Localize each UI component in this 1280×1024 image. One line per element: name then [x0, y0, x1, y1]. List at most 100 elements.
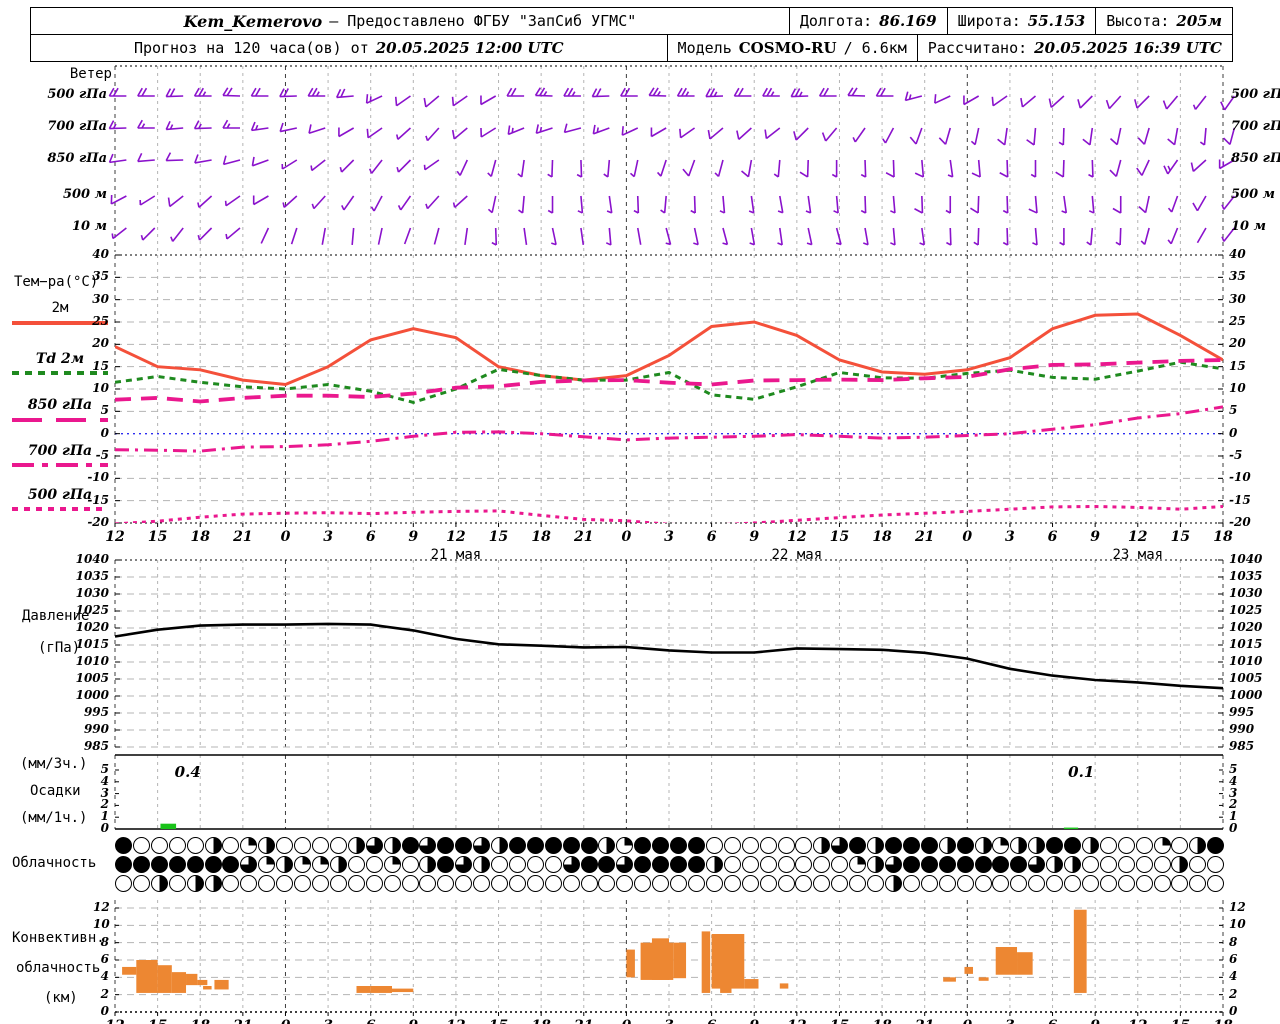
cloud-cover-symbol [186, 875, 204, 892]
x-axis-hour-label-bottom: 15 [148, 1018, 167, 1024]
pressure-axis-tick-left: 985 [83, 739, 109, 753]
cloud-cover-symbol [419, 875, 437, 892]
precip-axis-tick-right: 3 [1229, 785, 1238, 800]
header-separator [1095, 8, 1097, 34]
altitude-value: 205м [1176, 12, 1222, 30]
x-axis-hour-label-bottom: 0 [281, 1018, 291, 1024]
cloud-cover-symbol [329, 837, 347, 854]
cloud-cover-symbol [580, 875, 598, 892]
cloud-cover-symbol [526, 856, 544, 873]
conv-title-3: (км) [44, 990, 78, 1006]
cloud-cover-symbol [1189, 875, 1207, 892]
pressure-axis-tick-right: 985 [1229, 739, 1255, 753]
x-axis-hour-label: 9 [408, 529, 419, 545]
cloud-cover-symbol [258, 856, 276, 873]
x-axis-hour-label-bottom: 0 [962, 1018, 972, 1024]
x-axis-hour-label-bottom: 12 [1128, 1018, 1147, 1024]
x-axis-hour-label-bottom: 3 [664, 1018, 674, 1024]
x-axis-hour-label: 18 [190, 529, 210, 545]
cloud-cover-symbol [276, 875, 294, 892]
cloud-cover-symbol [974, 837, 992, 854]
x-axis-hour-label: 15 [147, 529, 168, 545]
x-axis-hour-label-bottom: 9 [1090, 1018, 1100, 1024]
temp-axis-tick-right: 15 [1229, 358, 1246, 373]
x-axis-hour-label: 18 [531, 529, 551, 545]
cloud-cover-symbol [437, 837, 455, 854]
temp-axis-tick-left: 0 [100, 425, 109, 440]
cloud-cover-symbol [938, 856, 956, 873]
cloud-cover-symbol [1153, 856, 1171, 873]
x-axis-hour-label-bottom: 15 [1171, 1018, 1190, 1024]
header-separator [916, 35, 918, 61]
longitude-value: 86.169 [879, 12, 937, 30]
cloud-cover-symbol [884, 856, 902, 873]
conv-axis-tick-left: 10 [93, 917, 110, 932]
temp-axis-tick-right: 10 [1229, 381, 1246, 395]
temp-axis-tick-left: 35 [92, 269, 109, 284]
cloud-cover-symbol [741, 875, 759, 892]
temp-axis-tick-right: 20 [1229, 336, 1246, 351]
cloud-cover-symbol [491, 837, 509, 854]
x-axis-hour-label-bottom: 15 [830, 1018, 849, 1024]
cloud-panel-title: Облачность [12, 855, 97, 871]
cloud-row-3 [115, 875, 1225, 892]
temp-panel-title: Тем−ра(°C) [14, 274, 99, 290]
cloud-cover-symbol [992, 856, 1010, 873]
station-name: Kem_Kemerovo [183, 11, 323, 31]
pressure-axis-tick-right: 1000 [1229, 688, 1263, 702]
pressure-axis-tick-left: 990 [83, 722, 109, 736]
cloud-cover-symbol [311, 875, 329, 892]
conv-axis-tick-right: 4 [1229, 969, 1238, 984]
pressure-axis-tick-left: 1030 [75, 586, 109, 600]
cloud-cover-symbol [437, 856, 455, 873]
pressure-axis-tick-left: 995 [83, 705, 109, 719]
day-label: 22 мая [771, 547, 823, 563]
cloud-cover-symbol [276, 837, 294, 854]
cloud-cover-symbol [1117, 875, 1135, 892]
temp-axis-tick-left: 20 [92, 336, 109, 351]
cloud-cover-symbol [974, 875, 992, 892]
conv-axis-tick-right: 0 [1229, 1004, 1238, 1018]
cloud-cover-symbol [544, 875, 562, 892]
legend-label-t850: 850 гПа [27, 397, 93, 413]
x-axis-hour-label-bottom: 21 [574, 1018, 593, 1024]
conv-axis-tick-left: 0 [100, 1004, 109, 1018]
cloud-cover-symbol [705, 837, 723, 854]
x-axis-hour-label-bottom: 12 [787, 1018, 806, 1024]
cloud-cover-symbol [1099, 875, 1117, 892]
legend-line-t850 [12, 418, 108, 422]
cloud-cover-symbol [634, 875, 652, 892]
cloud-cover-symbol [115, 875, 132, 892]
x-axis-hour-label-bottom: 18 [1213, 1018, 1232, 1024]
cloud-cover-symbol [1171, 856, 1189, 873]
cloud-cover-symbol [1046, 856, 1064, 873]
cloud-cover-symbol [992, 837, 1010, 854]
cloud-cover-symbol [688, 837, 705, 854]
cloud-cover-symbol [222, 856, 240, 873]
pressure-axis-tick-right: 1025 [1229, 603, 1263, 617]
cloud-cover-symbol [902, 837, 920, 854]
day-label: 23 мая [1112, 547, 1164, 563]
cloud-row-1 [115, 837, 1225, 854]
temp-axis-tick-left: 25 [92, 314, 109, 328]
cloud-cover-symbol [723, 837, 741, 854]
precip-axis-tick-right: 0 [1229, 821, 1238, 835]
calc-label: Рассчитано: [927, 39, 1028, 57]
cloud-cover-symbol [1099, 837, 1117, 854]
cloud-cover-symbol [652, 856, 670, 873]
x-axis-hour-label-bottom: 18 [531, 1018, 550, 1024]
cloud-cover-symbol [204, 856, 222, 873]
station-cell: Kem_Kemerovo — Предоставлено ФГБУ "ЗапСи… [31, 12, 789, 31]
legend-label-t700: 700 гПа [27, 443, 93, 459]
altitude-cell: Высота: 205м [1096, 12, 1232, 30]
x-axis-hour-label-bottom: 6 [1048, 1018, 1058, 1024]
model-label: Модель [677, 39, 732, 57]
cloud-cover-symbol [115, 837, 132, 854]
x-axis-hour-label-bottom: 18 [872, 1018, 891, 1024]
cloud-cover-symbol [795, 837, 813, 854]
cloud-cover-symbol [294, 856, 312, 873]
cloud-cover-symbol [419, 837, 437, 854]
cloud-cover-symbol [956, 856, 974, 873]
cloud-cover-symbol [1135, 875, 1153, 892]
precip-axis-tick-left: 2 [100, 797, 109, 812]
